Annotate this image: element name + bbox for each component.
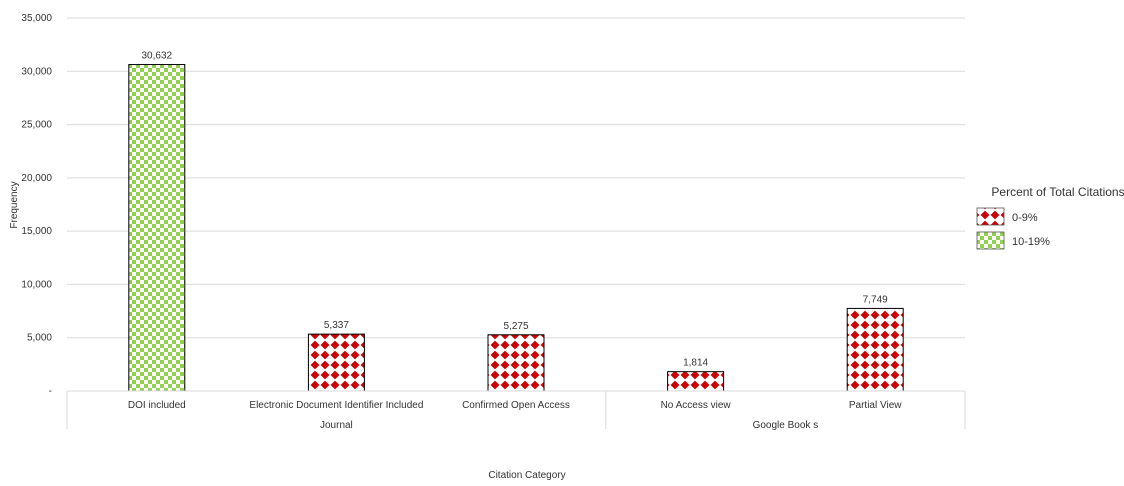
- legend-title: Percent of Total Citations: [991, 185, 1124, 199]
- x-axis: DOI included Electronic Document Identifi…: [66, 390, 966, 431]
- x-group-label: Google Book s: [753, 420, 819, 431]
- y-tick-label: 15,000: [21, 226, 52, 237]
- bar-data-label: 7,749: [863, 294, 888, 305]
- bar: [487, 334, 545, 392]
- x-category-label: No Access view: [661, 400, 732, 411]
- y-tick-label: 30,000: [21, 66, 52, 77]
- bar-data-label: 5,275: [503, 321, 528, 332]
- x-category-label: Partial View: [849, 400, 902, 411]
- y-tick-label: 5,000: [27, 333, 52, 344]
- bar: [307, 333, 365, 392]
- y-tick-label: 35,000: [21, 13, 52, 24]
- legend-swatch-0-9: [976, 207, 1005, 226]
- bar: [846, 307, 904, 392]
- y-tick-label: 20,000: [21, 173, 52, 184]
- bar: [128, 64, 186, 392]
- y-axis-title: Frequency: [9, 181, 20, 228]
- x-group-label: Journal: [320, 420, 353, 431]
- bar-data-label: 30,632: [142, 51, 173, 62]
- y-tick-label: 10,000: [21, 279, 52, 290]
- legend-swatch-10-19: [976, 231, 1005, 250]
- legend: Percent of Total Citations 0-9% 10-19%: [976, 185, 1124, 250]
- bar-data-label: 5,337: [324, 320, 349, 331]
- gridlines: [67, 17, 965, 339]
- y-tick-label: -: [49, 386, 52, 397]
- legend-label-10-19: 10-19%: [1012, 236, 1050, 248]
- x-category-label: DOI included: [128, 400, 186, 411]
- legend-label-0-9: 0-9%: [1012, 212, 1038, 224]
- y-tick-label: 25,000: [21, 120, 52, 131]
- x-category-label: Electronic Document Identifier Included: [249, 400, 423, 411]
- bar: [667, 371, 725, 392]
- bar-data-label: 1,814: [683, 358, 708, 369]
- x-axis-title: Citation Category: [488, 470, 565, 481]
- y-axis-tick-labels: - 5,000 10,000 15,000 20,000 25,000 30,000 35,0…: [21, 13, 52, 397]
- bars: 30,632 5,337 5,275 1,814 7,749: [128, 51, 904, 392]
- x-category-label: Confirmed Open Access: [462, 400, 570, 411]
